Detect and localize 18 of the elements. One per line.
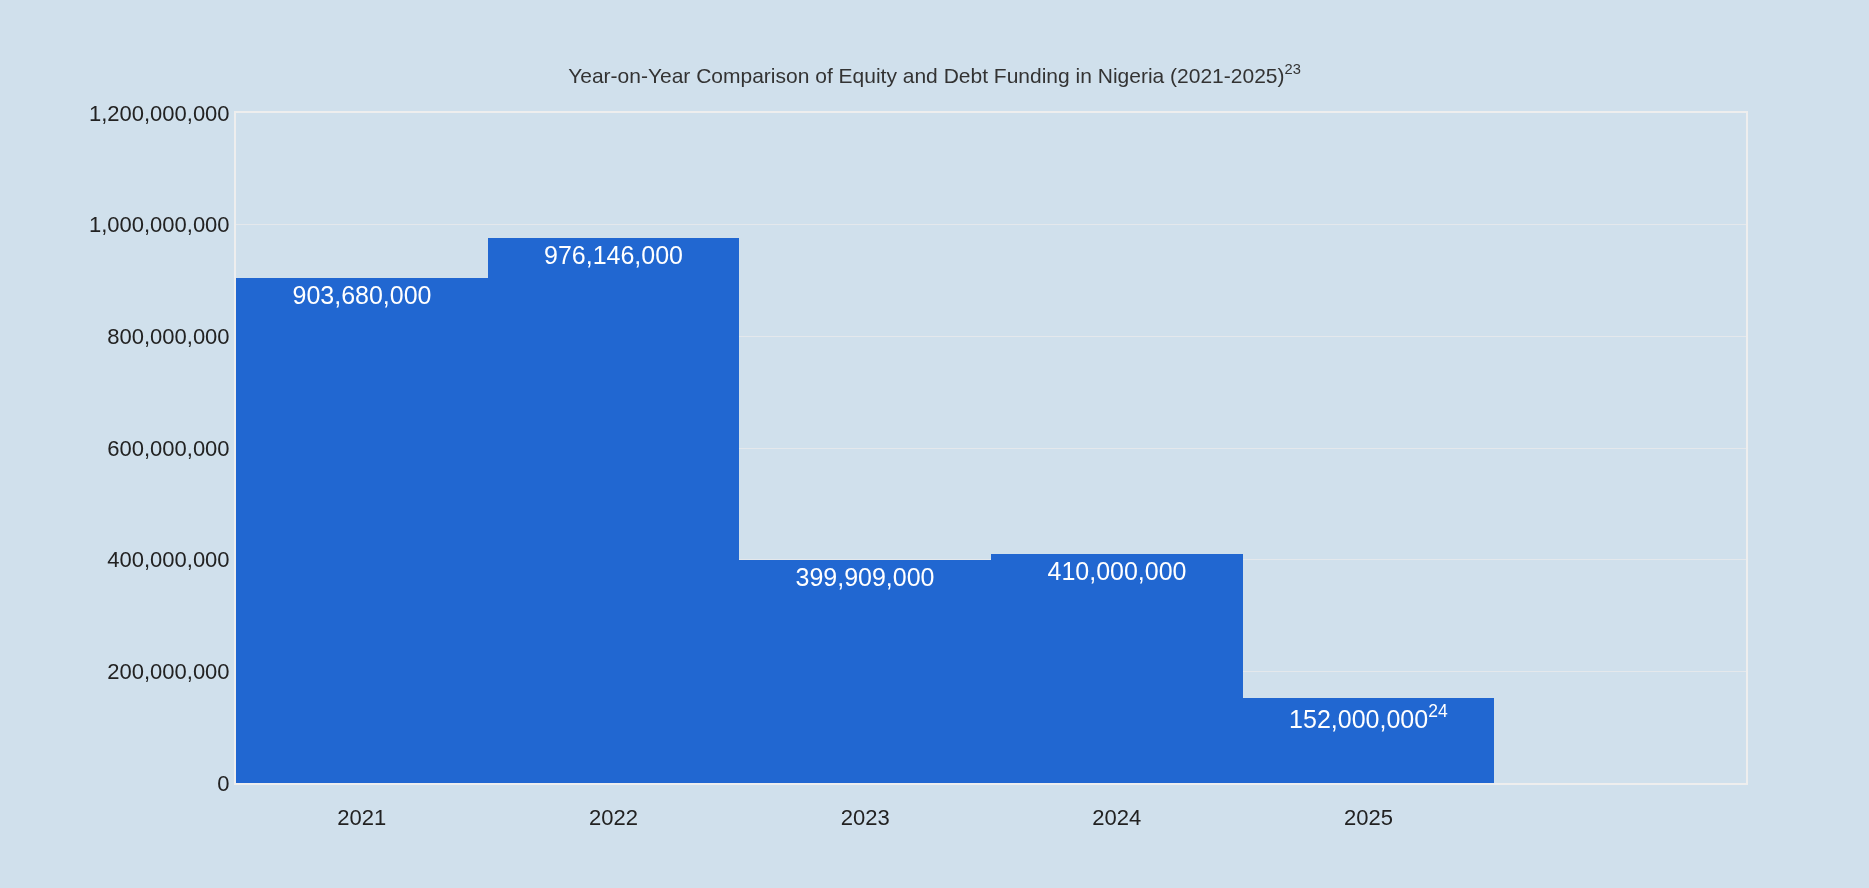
y-tick-label: 0: [217, 770, 230, 796]
x-tick-label: 2022: [589, 805, 638, 831]
data-label: 399,909,000: [795, 563, 935, 591]
y-tick-label: 800,000,000: [107, 324, 230, 350]
x-tick-label: 2025: [1344, 805, 1393, 831]
x-tick-label: 2023: [840, 805, 890, 831]
data-label: 152,000,000$^{24}$: [1289, 701, 1448, 733]
data-label: 976,146,000: [543, 241, 684, 269]
data-label: 410,000,000: [1047, 557, 1187, 585]
x-tick-label: 2021: [337, 805, 387, 831]
x-tick-label: 2024: [1092, 805, 1142, 831]
data-label: 903,680,000: [292, 281, 432, 309]
y-tick-label: 400,000,000: [107, 547, 230, 573]
y-tick-label: 200,000,000: [107, 659, 230, 685]
chart-title: Year-on-Year Comparison of Equity and Debt Funding in Nigeria (2021-2025)$^{23}$: [568, 61, 1301, 87]
y-tick-label: 1,200,000,000: [88, 100, 230, 126]
y-tick-label: 1,000,000,000: [88, 212, 230, 238]
y-tick-label: 600,000,000: [107, 435, 230, 461]
